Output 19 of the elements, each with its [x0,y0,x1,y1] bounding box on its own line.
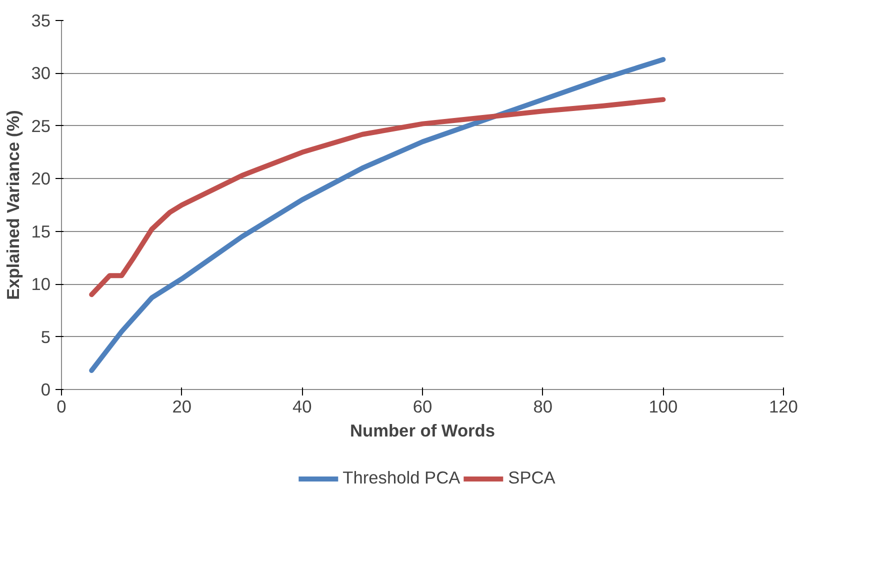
legend-label: Threshold PCA [342,468,460,488]
x-tick-label: 80 [533,396,552,416]
y-tick-label: 25 [31,116,51,136]
y-tick-label: 5 [40,326,51,347]
y-axis-title: Explained Variance (%) [3,110,24,300]
x-tick-label: 120 [769,396,798,416]
x-tick-label: 0 [56,396,66,416]
y-tick-label: 30 [31,63,51,84]
x-tick-label: 20 [172,396,192,416]
y-tick-label: 10 [31,274,51,294]
y-tick-label: 35 [31,10,51,30]
y-tick-label: 0 [40,380,51,400]
legend-label: SPCA [508,468,556,488]
x-tick-label: 40 [292,396,312,416]
y-tick-label: 15 [31,221,51,242]
y-tick-label: 20 [31,168,51,189]
x-tick-label: 60 [412,396,432,416]
x-axis-title: Number of Words [350,420,496,440]
x-tick-label: 100 [648,396,678,416]
